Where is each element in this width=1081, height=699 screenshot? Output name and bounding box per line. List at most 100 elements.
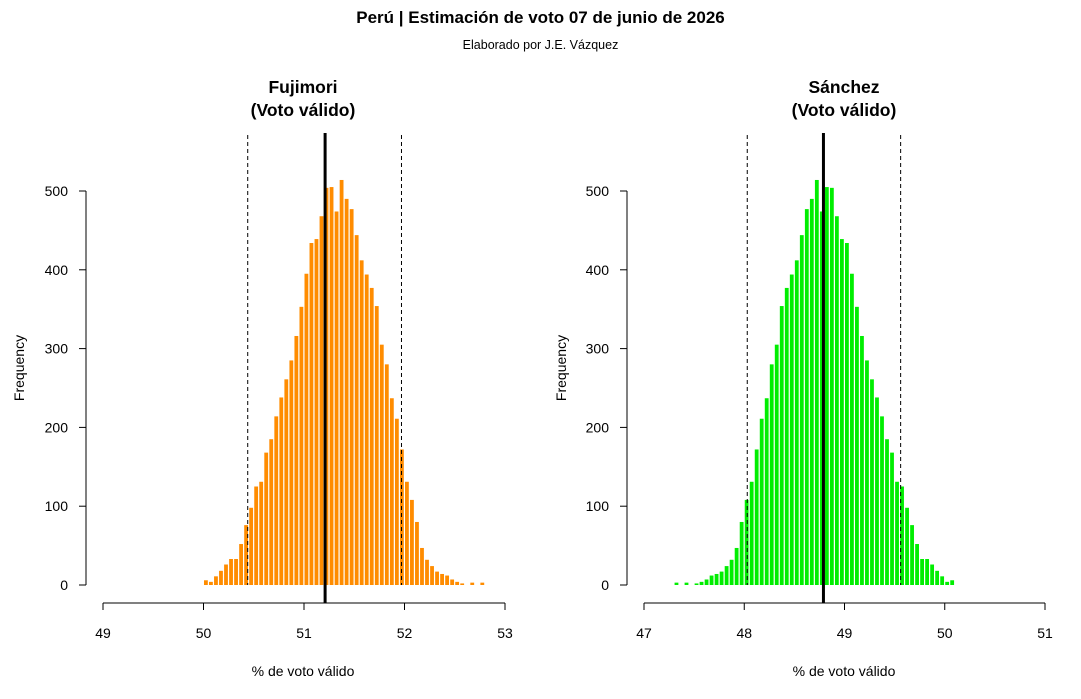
- y-tick-label: 0: [60, 577, 68, 593]
- histogram-bar: [789, 274, 794, 585]
- histogram-bar: [470, 582, 475, 585]
- x-axis-label: % de voto válido: [252, 663, 355, 679]
- histogram-bar: [480, 582, 485, 585]
- histogram-bar: [299, 306, 304, 585]
- histogram-bar: [294, 335, 299, 585]
- histogram-bar: [455, 581, 460, 585]
- histogram-bar: [699, 581, 704, 585]
- histogram-bar: [940, 576, 945, 585]
- histogram-bar: [214, 576, 218, 585]
- histogram-bar: [799, 235, 804, 585]
- y-tick-label: 500: [586, 183, 610, 199]
- histogram-bar: [425, 559, 429, 585]
- histogram-bar: [289, 360, 294, 585]
- histogram-bar: [349, 209, 354, 585]
- histogram-bar: [674, 582, 679, 585]
- histogram-bar: [304, 273, 309, 585]
- histogram-bar: [334, 211, 339, 586]
- histogram-bar: [920, 559, 924, 585]
- histogram-bar: [309, 243, 314, 585]
- y-tick-label: 0: [601, 577, 609, 593]
- x-tick-label: 49: [837, 625, 853, 641]
- x-tick-label: 50: [196, 625, 212, 641]
- histogram-bar: [814, 179, 819, 585]
- histogram-bar: [885, 439, 889, 585]
- histogram-bar: [719, 571, 724, 585]
- histogram-bar: [354, 235, 359, 585]
- histogram-bar: [460, 583, 465, 585]
- x-tick-label: 48: [736, 625, 752, 641]
- y-axis-label: Frequency: [11, 335, 27, 401]
- histogram-bar: [714, 573, 719, 585]
- histogram-bar: [694, 583, 699, 585]
- histogram-bar: [729, 559, 734, 585]
- histogram-bar: [684, 582, 689, 585]
- histogram-bar: [389, 398, 394, 585]
- panel-subtitle: (Voto válido): [251, 100, 356, 120]
- histogram-bar: [784, 287, 789, 585]
- histogram-bar: [734, 547, 739, 585]
- histogram-bar: [915, 544, 919, 585]
- histogram-bar: [890, 452, 894, 585]
- histogram-bar: [704, 579, 709, 585]
- histogram-bar: [860, 335, 864, 585]
- x-tick-label: 49: [95, 625, 111, 641]
- histogram-bar: [880, 416, 884, 585]
- histogram-bar: [399, 449, 404, 585]
- histogram-bar: [445, 575, 450, 585]
- histogram-bar: [359, 260, 364, 585]
- y-tick-label: 400: [586, 262, 610, 278]
- histogram-bar: [234, 559, 238, 585]
- histogram-bar: [744, 499, 749, 585]
- y-tick-label: 200: [586, 419, 610, 435]
- histogram-bar: [804, 209, 809, 585]
- histogram-bar: [329, 187, 334, 585]
- histogram-bar: [950, 580, 955, 585]
- histogram-bar: [344, 198, 349, 585]
- y-tick-label: 400: [45, 262, 69, 278]
- y-axis-label: Frequency: [553, 335, 569, 401]
- x-axis-label: % de voto válido: [793, 663, 896, 679]
- histogram-bar: [364, 274, 369, 585]
- x-tick-label: 47: [636, 625, 652, 641]
- histogram-bar: [709, 575, 714, 585]
- histogram-bar: [239, 544, 243, 585]
- histogram-bar: [845, 243, 849, 585]
- histogram-bar: [279, 397, 284, 585]
- histogram-bar: [809, 198, 814, 585]
- histogram-bar: [394, 418, 399, 585]
- histogram-bar: [440, 573, 444, 585]
- histogram-bar: [254, 486, 259, 585]
- histogram-panel-2: Sánchez (Voto válido) 47 48 49 50 51 0 100 200 300…: [553, 77, 1053, 679]
- y-tick-label: 200: [45, 419, 69, 435]
- histogram-bar: [369, 287, 374, 585]
- histogram-bar: [779, 306, 784, 585]
- histogram-bar: [900, 486, 904, 585]
- histogram-bar: [319, 216, 324, 585]
- x-tick-label: 51: [296, 625, 312, 641]
- histogram-bar: [219, 570, 223, 585]
- histogram-bar: [739, 521, 744, 585]
- chart-main-title: Perú | Estimación de voto 07 de junio de…: [356, 8, 725, 27]
- x-tick-label: 50: [937, 625, 953, 641]
- histogram-bar: [829, 187, 834, 585]
- histogram-bar: [374, 306, 379, 585]
- histogram-bar: [415, 521, 419, 585]
- histogram-panel-1: Fujimori (Voto válido) 49 50 51 52 53 0 100 200 30…: [11, 77, 513, 679]
- histogram-bar: [895, 481, 899, 585]
- histogram-bar: [410, 499, 414, 585]
- histogram-bar: [249, 507, 254, 585]
- histogram-bar: [264, 452, 269, 585]
- histogram-bar: [910, 525, 914, 585]
- y-tick-label: 300: [45, 341, 69, 357]
- y-tick-label: 300: [586, 341, 610, 357]
- histogram-bar: [274, 416, 279, 585]
- histogram-bar: [339, 179, 344, 585]
- histogram-bar: [724, 566, 729, 585]
- histogram-bar: [405, 481, 409, 585]
- histogram-bar: [450, 579, 455, 585]
- histogram-bar: [870, 379, 874, 585]
- chart-subtitle: Elaborado por J.E. Vázquez: [462, 38, 619, 52]
- x-tick-label: 51: [1037, 625, 1053, 641]
- histogram-bar: [209, 581, 213, 585]
